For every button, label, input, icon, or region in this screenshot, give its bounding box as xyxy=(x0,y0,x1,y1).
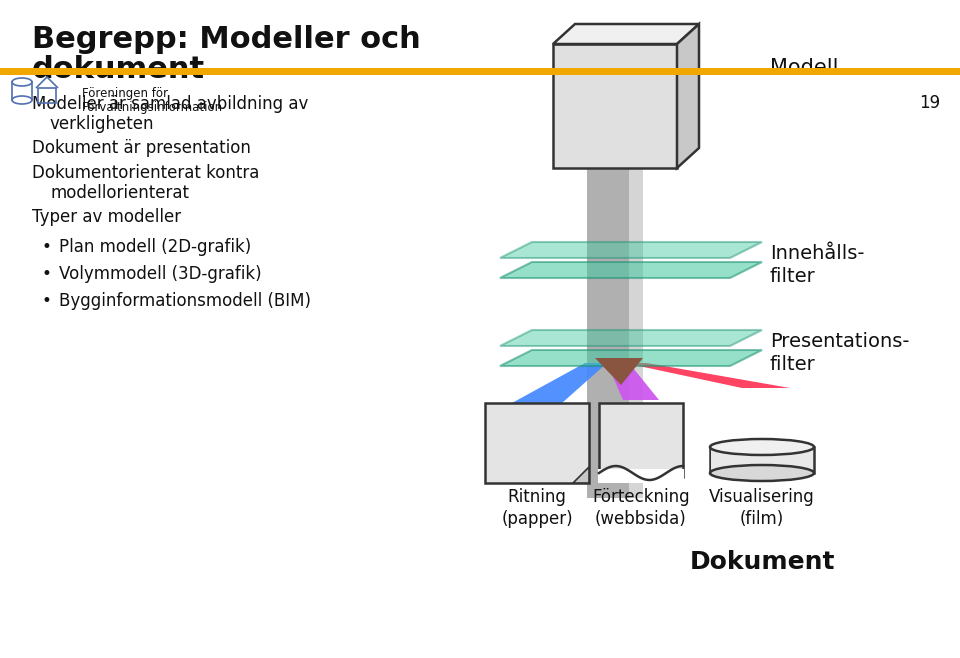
Text: Bygginformationsmodell (BIM): Bygginformationsmodell (BIM) xyxy=(59,292,311,310)
Bar xyxy=(0,68,960,75)
Bar xyxy=(599,403,683,477)
Polygon shape xyxy=(625,363,790,388)
Text: Innehålls-
filter: Innehålls- filter xyxy=(770,243,865,286)
Polygon shape xyxy=(553,44,677,168)
Text: modellorienterat: modellorienterat xyxy=(50,184,189,202)
Text: verkligheten: verkligheten xyxy=(50,115,155,133)
Text: •: • xyxy=(42,238,52,256)
Text: Plan modell (2D-grafik): Plan modell (2D-grafik) xyxy=(59,238,252,256)
Polygon shape xyxy=(500,242,762,258)
Polygon shape xyxy=(607,363,659,400)
Text: 19: 19 xyxy=(920,94,941,112)
Polygon shape xyxy=(629,168,643,498)
Bar xyxy=(710,447,814,473)
Text: Dokument är presentation: Dokument är presentation xyxy=(32,139,251,157)
Bar xyxy=(38,88,56,103)
Bar xyxy=(711,447,813,472)
Polygon shape xyxy=(677,24,699,168)
Polygon shape xyxy=(500,262,762,278)
Bar xyxy=(598,469,684,483)
Polygon shape xyxy=(573,467,589,483)
Text: Ritning
(papper): Ritning (papper) xyxy=(501,488,573,528)
Text: dokument: dokument xyxy=(32,55,205,84)
Text: Föreningen för: Föreningen för xyxy=(82,87,168,100)
Polygon shape xyxy=(595,358,643,385)
Ellipse shape xyxy=(710,465,814,481)
Text: Dokumentorienterat kontra: Dokumentorienterat kontra xyxy=(32,164,259,182)
Polygon shape xyxy=(587,168,643,498)
Ellipse shape xyxy=(710,439,814,455)
Polygon shape xyxy=(512,363,607,403)
Text: •: • xyxy=(42,292,52,310)
Text: Begrepp: Modeller och: Begrepp: Modeller och xyxy=(32,25,420,54)
Text: Dokument: Dokument xyxy=(689,550,835,574)
Text: Modell: Modell xyxy=(770,58,838,78)
Text: Volymmodell (3D-grafik): Volymmodell (3D-grafik) xyxy=(59,265,262,283)
Text: Typer av modeller: Typer av modeller xyxy=(32,208,181,226)
Text: Förteckning
(webbsida): Förteckning (webbsida) xyxy=(592,488,690,528)
Polygon shape xyxy=(500,330,762,346)
Bar xyxy=(485,403,589,483)
Text: •: • xyxy=(42,265,52,283)
Text: Visualisering
(film): Visualisering (film) xyxy=(709,488,815,528)
Text: Presentations-
filter: Presentations- filter xyxy=(770,332,909,374)
Polygon shape xyxy=(553,24,699,44)
Polygon shape xyxy=(500,350,762,366)
Text: Modeller är samlad avbildning av: Modeller är samlad avbildning av xyxy=(32,95,308,113)
Text: Förvaltningsinformation: Förvaltningsinformation xyxy=(82,101,223,114)
